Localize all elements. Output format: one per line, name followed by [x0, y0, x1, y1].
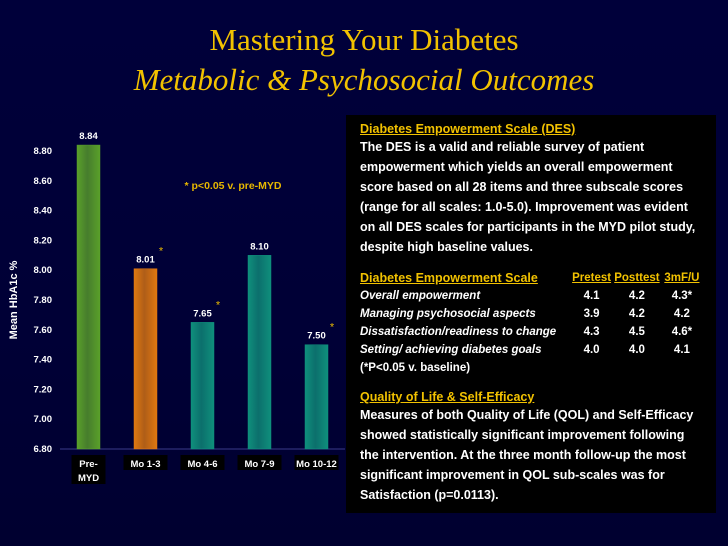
cell-posttest: 4.5 — [628, 326, 645, 338]
bar — [133, 268, 158, 450]
x-tick-box — [180, 455, 225, 470]
y-tick-label: 8.00 — [34, 265, 53, 276]
slide-subtitle: Metabolic & Psychosocial Outcomes — [133, 62, 595, 97]
x-tick-box — [123, 455, 168, 470]
data-label: 8.84 — [79, 131, 98, 142]
des-description: The DES is a valid and reliable survey o… — [360, 140, 696, 254]
info-panel: Diabetes Empowerment Scale (DES) The DES… — [346, 115, 716, 513]
data-label: 8.10 — [250, 241, 269, 252]
table-row: Managing psychosocial aspects 3.9 4.2 4.… — [360, 305, 704, 323]
y-tick-label: 7.40 — [34, 355, 53, 366]
cell-3mfu: 4.6* — [671, 326, 693, 338]
cell-3mfu: 4.1 — [673, 344, 690, 356]
significance-annotation: * p<0.05 v. pre-MYD — [185, 180, 282, 192]
x-tick-label: Mo 7-9 — [244, 459, 274, 470]
y-tick-label: 7.60 — [34, 325, 53, 336]
y-tick-label: 7.00 — [34, 414, 53, 425]
cell-posttest: 4.2 — [628, 290, 645, 302]
cell-3mfu: 4.2 — [673, 308, 690, 320]
qol-heading: Quality of Life & Self-Efficacy — [360, 390, 535, 404]
des-scores-table: Diabetes Empowerment Scale Pretest Postt… — [360, 269, 704, 359]
x-tick-label: MYD — [78, 473, 99, 484]
table-row: Dissatisfaction/readiness to change 4.3 … — [360, 323, 704, 341]
x-tick-label: Pre- — [79, 459, 97, 470]
cell-pretest: 3.9 — [583, 308, 600, 320]
cell-pretest: 4.1 — [583, 290, 600, 302]
col-3mfu: 3mF/U — [664, 272, 700, 284]
y-tick-label: 8.20 — [34, 235, 53, 246]
row-label: Setting/ achieving diabetes goals — [360, 344, 542, 356]
significance-marker: * — [216, 299, 221, 311]
data-label: 8.01 — [136, 255, 155, 266]
y-tick-label: 6.80 — [34, 444, 53, 455]
y-tick-label: 7.80 — [34, 295, 53, 306]
data-label: 7.50 — [307, 331, 326, 342]
bar — [304, 344, 329, 450]
col-pretest: Pretest — [572, 272, 612, 284]
slide-title: Mastering Your Diabetes — [209, 22, 519, 57]
x-tick-box — [294, 455, 339, 470]
row-label: Overall empowerment — [360, 290, 481, 302]
cell-posttest: 4.2 — [628, 308, 645, 320]
qol-description: Measures of both Quality of Life (QOL) a… — [360, 408, 694, 502]
row-label: Dissatisfaction/readiness to change — [360, 326, 557, 338]
cell-posttest: 4.0 — [628, 344, 645, 356]
x-tick-label: Mo 10-12 — [296, 459, 337, 470]
data-label: 7.65 — [193, 308, 212, 319]
y-axis-label: Mean HbA1c % — [8, 260, 20, 339]
y-tick-label: 8.60 — [34, 176, 53, 187]
des-table-heading: Diabetes Empowerment Scale — [360, 271, 538, 285]
hba1c-bar-chart: Mean HbA1c % 6.80 7.00 7.20 7.40 7.60 7.80 8.00… — [8, 131, 345, 484]
des-table-header: Diabetes Empowerment Scale Pretest Postt… — [360, 269, 704, 287]
row-label: Managing psychosocial aspects — [360, 308, 536, 320]
significance-marker: * — [330, 322, 335, 334]
x-tick-label: Mo 4-6 — [187, 459, 217, 470]
significance-note: (*P<0.05 v. baseline) — [360, 362, 471, 374]
table-row: Overall empowerment 4.1 4.2 4.3* — [360, 287, 704, 305]
x-tick-box — [71, 455, 106, 484]
x-tick-label: Mo 1-3 — [130, 459, 160, 470]
y-tick-label: 7.20 — [34, 384, 53, 395]
des-heading: Diabetes Empowerment Scale (DES) — [360, 122, 576, 136]
col-posttest: Posttest — [614, 272, 660, 284]
cell-pretest: 4.0 — [583, 344, 600, 356]
significance-marker: * — [159, 246, 164, 258]
bar — [76, 144, 101, 450]
table-row: Setting/ achieving diabetes goals 4.0 4.… — [360, 341, 704, 359]
cell-pretest: 4.3 — [583, 326, 600, 338]
y-tick-label: 8.40 — [34, 206, 53, 217]
cell-3mfu: 4.3* — [671, 290, 693, 302]
bar — [247, 255, 272, 450]
bar — [190, 322, 215, 450]
x-tick-box — [237, 455, 282, 470]
y-tick-label: 8.80 — [34, 146, 53, 157]
